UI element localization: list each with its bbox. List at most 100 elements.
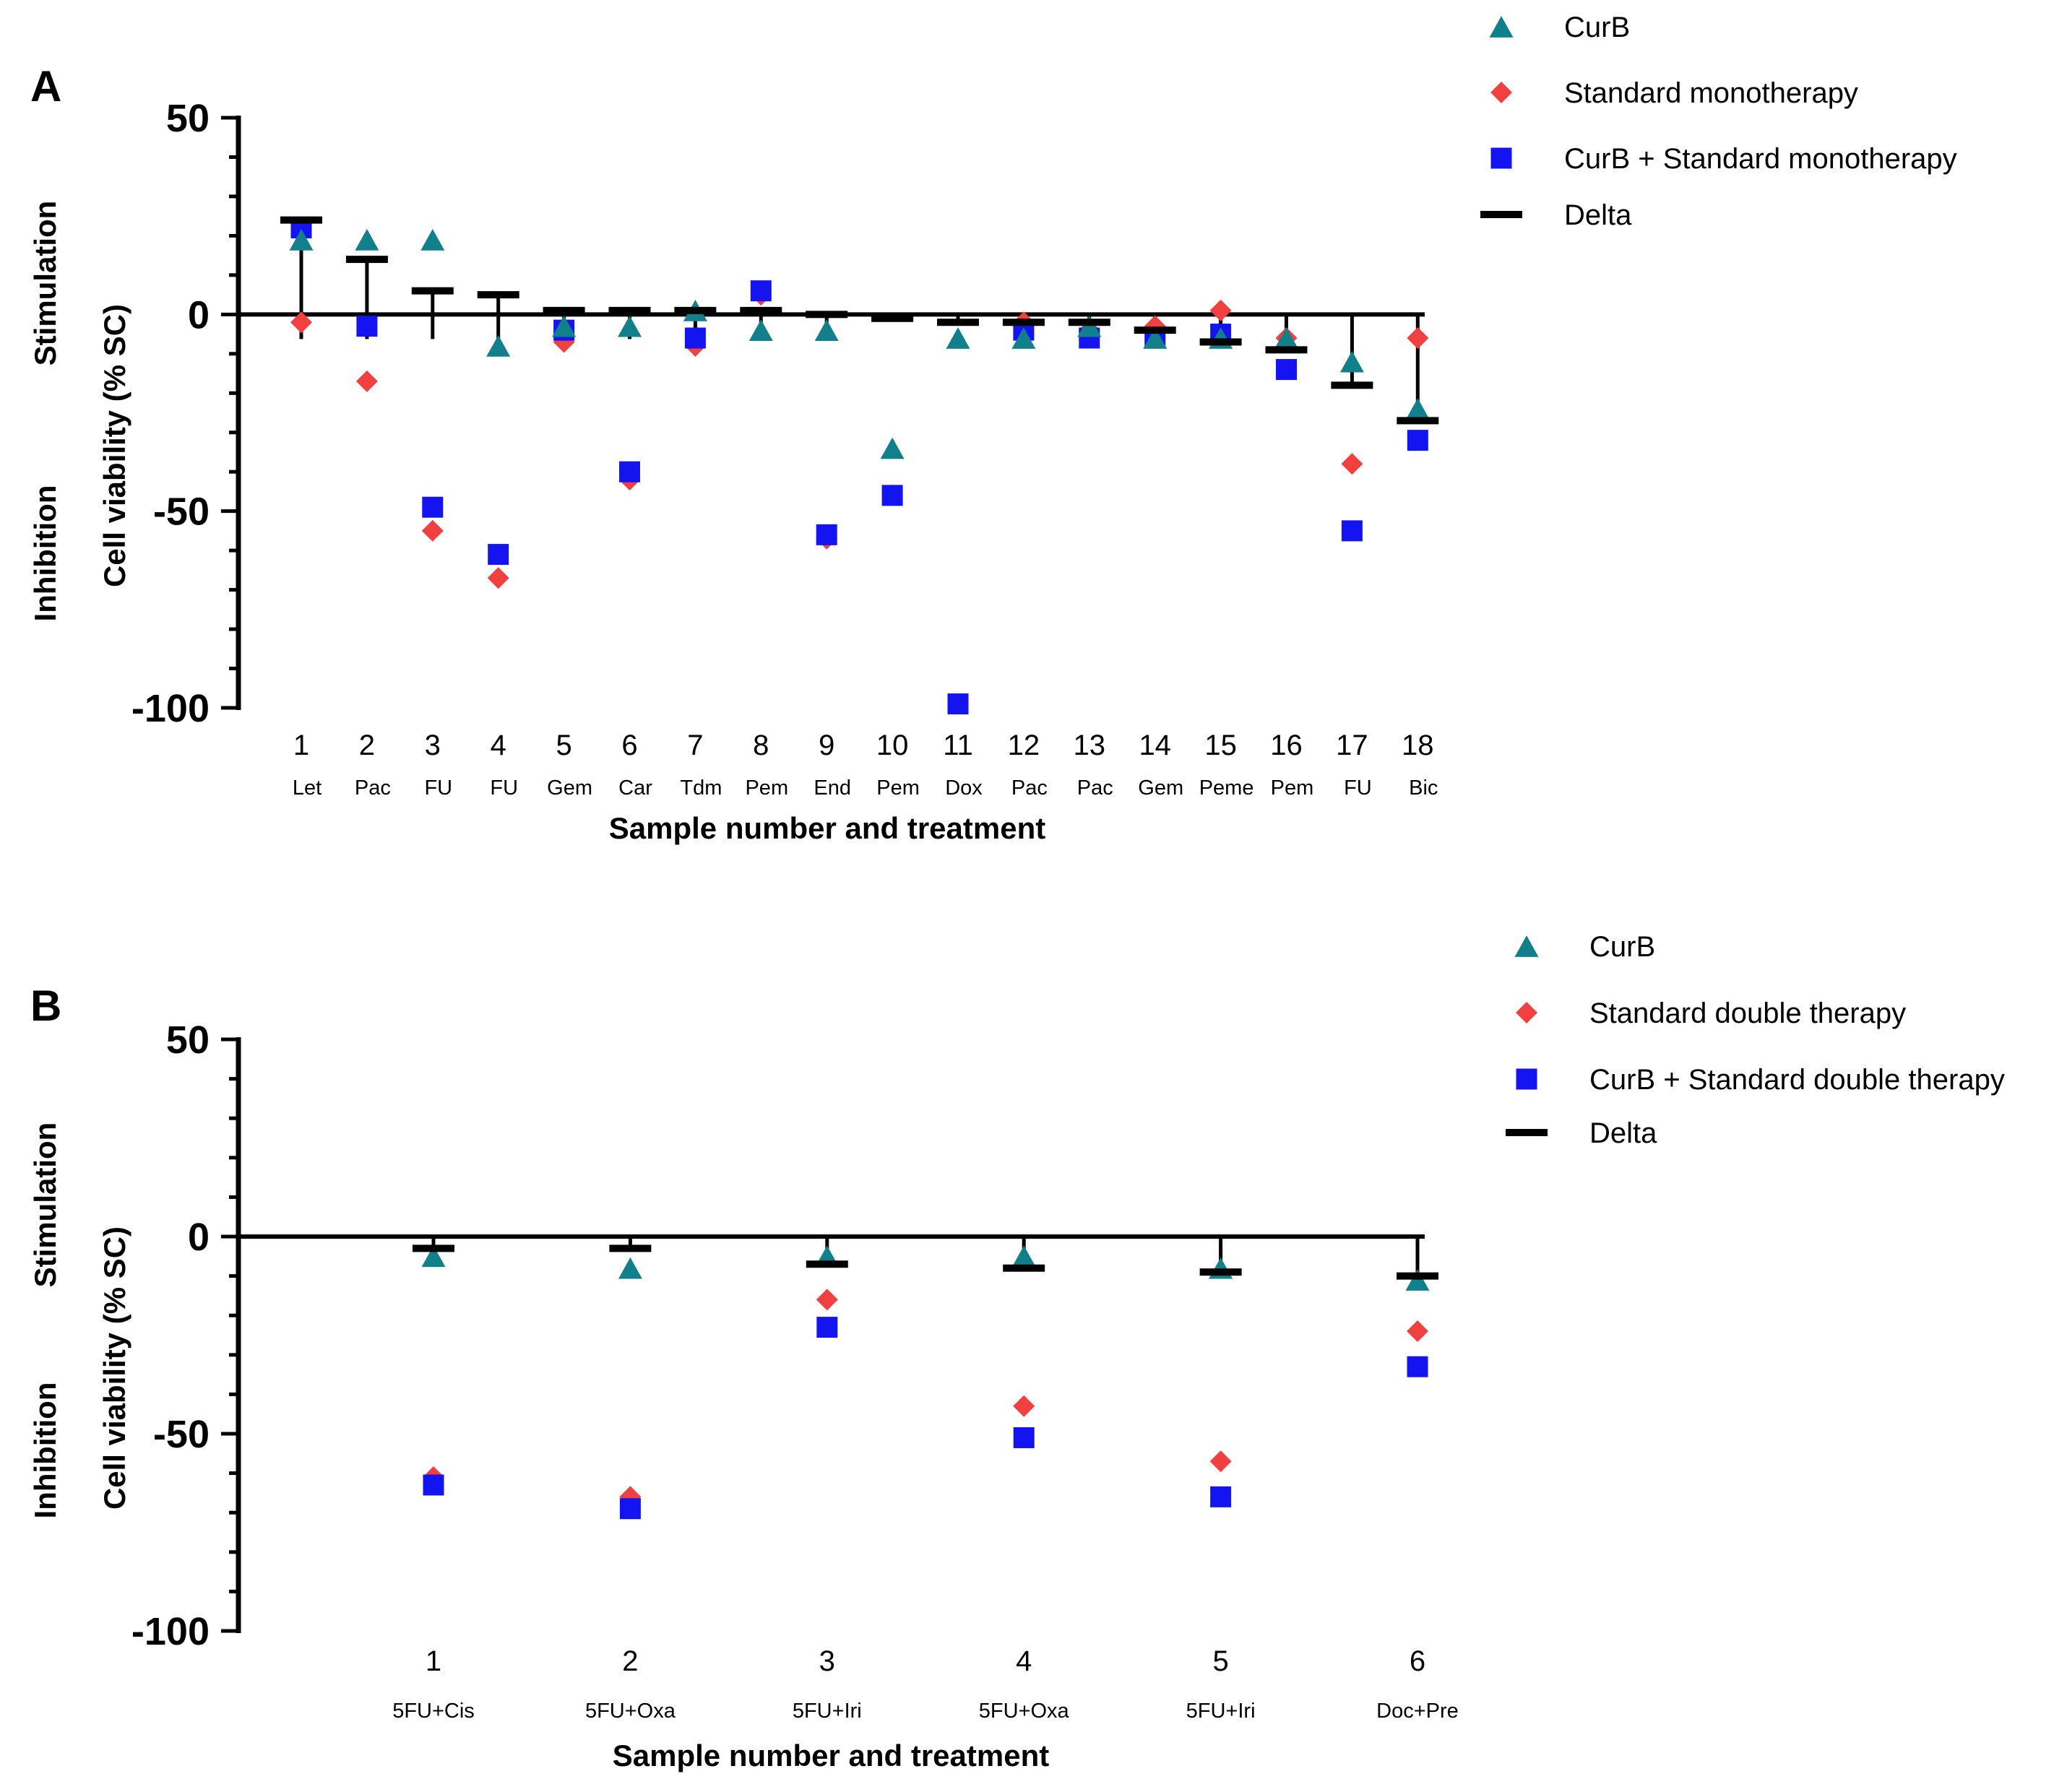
panel-b-x-tick-label: 4 bbox=[1016, 1645, 1032, 1677]
panel-a-treatment-label: FU bbox=[490, 776, 518, 800]
panel-b-x-axis-title: Sample number and treatment bbox=[613, 1739, 1049, 1772]
panel-a-legend-combo-symbol bbox=[1490, 147, 1512, 169]
panel-b-legend-label: CurB + Standard double therapy bbox=[1589, 1064, 2005, 1096]
panel-a-combo-point bbox=[947, 693, 969, 715]
panel-a-standard-point bbox=[421, 519, 444, 542]
panel-b-x-tick-label: 2 bbox=[622, 1645, 638, 1677]
panel-a-combo-point bbox=[1276, 359, 1297, 381]
panel-b-combo-point bbox=[816, 1317, 838, 1338]
panel-b-y-axis-title: Cell viability (% SC) bbox=[98, 1226, 131, 1510]
panel-a-delta-point bbox=[674, 306, 717, 314]
panel-a-treatment-label: Tdm bbox=[680, 776, 722, 800]
panel-a-legend-curb-symbol bbox=[1489, 16, 1514, 38]
panel-b-delta-point bbox=[413, 1245, 454, 1252]
panel-a-delta-point bbox=[411, 287, 454, 295]
panel-a-y-tick-label: 0 bbox=[188, 293, 210, 337]
panel-a-legend-label: Standard monotherapy bbox=[1564, 77, 1858, 109]
panel-b-x-tick-label: 1 bbox=[426, 1645, 441, 1677]
panel-a-x-tick-label: 2 bbox=[359, 730, 375, 761]
panel-a-treatment-label: Let bbox=[293, 776, 322, 800]
panel-a-legend: CurB Standard monotherapy CurB + Standard … bbox=[1480, 12, 1957, 231]
panel-a-treatment-label: FU bbox=[1344, 776, 1372, 800]
panel-a-curb-point bbox=[946, 327, 970, 349]
panel-a-x-tick-label: 16 bbox=[1270, 730, 1303, 761]
panel-b-x-tick-label: 6 bbox=[1410, 1645, 1425, 1677]
panel-a-x-tick-label: 13 bbox=[1074, 730, 1106, 761]
panel-a-curb-point bbox=[1143, 327, 1168, 349]
panel-b-delta-point bbox=[1397, 1272, 1438, 1280]
panel-a-delta-point bbox=[1265, 346, 1308, 354]
panel-a-stimulation-label: Stimulation bbox=[28, 201, 62, 366]
panel-b-letter: B bbox=[30, 982, 61, 1030]
panel-b-y-tick-label: 50 bbox=[166, 1018, 210, 1062]
panel-a-legend-label: Delta bbox=[1564, 199, 1632, 231]
panel-a-treatment-label: FU bbox=[424, 776, 452, 800]
panel-a-x-tick-label: 5 bbox=[556, 730, 571, 761]
panel-b-legend-label: CurB bbox=[1589, 931, 1655, 963]
panel-b-legend-delta-symbol bbox=[1506, 1129, 1548, 1136]
panel-a-treatment-label: Car bbox=[618, 776, 652, 800]
panel-a-curb-point bbox=[1011, 327, 1036, 349]
panel-a-x-tick-label: 12 bbox=[1008, 730, 1040, 761]
panel-a-marks bbox=[280, 216, 1439, 715]
panel-a-curb-point bbox=[1405, 398, 1430, 420]
panel-a-x-tick-label: 9 bbox=[819, 730, 834, 761]
panel-a-standard-point bbox=[487, 567, 509, 589]
panel-a-legend-delta-symbol bbox=[1480, 211, 1522, 218]
panel-a-x-tick-label: 8 bbox=[753, 730, 769, 761]
panel-a-x-tick-label: 3 bbox=[425, 730, 441, 761]
panel-a-combo-point bbox=[750, 280, 772, 302]
panel-a-inhibition-label: Inhibition bbox=[28, 485, 62, 622]
panel-a-delta-point bbox=[608, 306, 651, 314]
panel-a-delta-point bbox=[937, 319, 979, 326]
panel-b-x-tick-label: 3 bbox=[819, 1645, 835, 1677]
panel-a-legend-label: CurB bbox=[1564, 12, 1630, 43]
panel-a-treatment-label: End bbox=[814, 776, 851, 800]
panel-a-y-tick-label: -100 bbox=[131, 687, 210, 730]
panel-a-treatment-label: Pac bbox=[1011, 776, 1048, 800]
panel-b-legend-label: Delta bbox=[1589, 1117, 1657, 1149]
panel-a-delta-point bbox=[1397, 417, 1439, 425]
panel-b-treatment-label: 5FU+Oxa bbox=[585, 1700, 676, 1723]
panel-a-treatment-label: Pac bbox=[1077, 776, 1113, 800]
panel-b-y-tick-label: 0 bbox=[188, 1216, 210, 1259]
panel-a-delta-point bbox=[1002, 319, 1045, 326]
panel-a-treatment-label: Gem bbox=[1138, 776, 1183, 800]
panel-a-x-tick-label: 18 bbox=[1402, 730, 1434, 761]
panel-b-treatment-label: 5FU+Iri bbox=[1186, 1700, 1256, 1723]
panel-a-curb-point bbox=[552, 315, 577, 337]
panel-a-combo-point bbox=[422, 496, 444, 518]
panel-a-curb-point bbox=[486, 335, 511, 357]
panel-a-delta-point bbox=[1331, 381, 1373, 389]
panel-a-curb-point bbox=[1274, 327, 1298, 349]
panel-a-legend-label: CurB + Standard monotherapy bbox=[1564, 143, 1957, 175]
panel-a-standard-point bbox=[290, 311, 312, 334]
panel-a-delta-point bbox=[345, 256, 388, 264]
panel-a-delta-point bbox=[740, 306, 782, 314]
panel-a-delta-point bbox=[280, 216, 322, 224]
panel-b-standard-point bbox=[1209, 1450, 1232, 1473]
panel-a-combo-point bbox=[1341, 520, 1363, 542]
panel-b-delta-point bbox=[609, 1245, 652, 1252]
panel-a-curb-point bbox=[748, 319, 773, 341]
panel-a-x-tick-label: 14 bbox=[1139, 730, 1171, 761]
panel-b: B Cell viability (% SC) Stimulation Inhi… bbox=[28, 931, 2005, 1772]
panel-a-combo-point bbox=[1407, 430, 1428, 451]
panel-a-y-axis-title: Cell viability (% SC) bbox=[98, 304, 131, 587]
panel-a-combo-point bbox=[356, 316, 378, 337]
panel-b-marks bbox=[413, 1237, 1438, 1520]
panel-a-treatment-label: Pem bbox=[876, 776, 920, 800]
panel-a-x-tick-label: 4 bbox=[491, 730, 506, 761]
panel-a-curb-point bbox=[355, 228, 379, 251]
panel-a-treatment-label: Dox bbox=[945, 776, 983, 800]
panel-a-combo-point bbox=[488, 544, 509, 566]
panel-b-y-tick-label: -100 bbox=[131, 1610, 210, 1653]
panel-a-x-tick-label: 11 bbox=[943, 730, 973, 761]
panel-a-combo-point bbox=[816, 524, 837, 545]
panel-b-curb-point bbox=[1405, 1269, 1430, 1291]
panel-a-curb-point bbox=[289, 228, 314, 251]
panel-a-treatment-label: Pem bbox=[745, 776, 788, 800]
panel-a-x-tick-label: 1 bbox=[293, 730, 309, 761]
panel-b-delta-point bbox=[806, 1260, 848, 1268]
